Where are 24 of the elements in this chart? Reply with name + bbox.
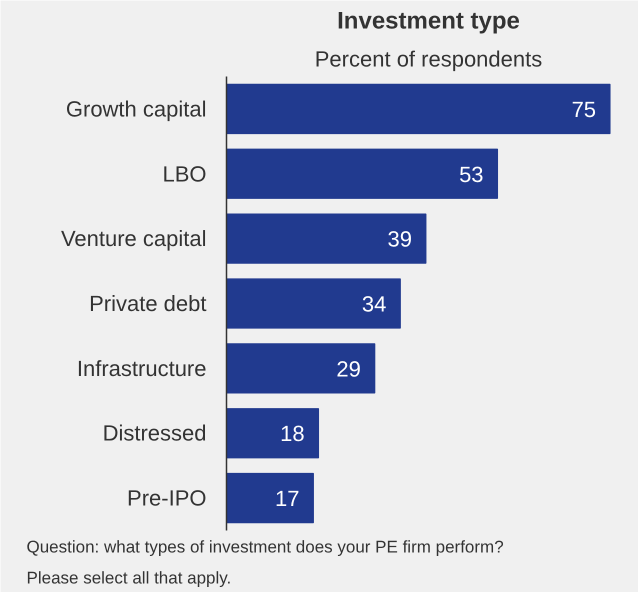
y-tick-label: Distressed [102, 420, 206, 446]
bar [226, 343, 376, 394]
y-tick-label: Pre-IPO [127, 486, 207, 511]
bar [226, 278, 401, 329]
y-tick-label: Private debt [89, 291, 207, 316]
chart-title: Investment type [337, 8, 520, 34]
data-label: 17 [274, 486, 300, 512]
y-tick-label: Infrastructure [76, 356, 207, 381]
bar [226, 84, 611, 134]
y-tick-label: Growth capital [66, 96, 207, 122]
data-label: 39 [387, 226, 412, 252]
y-tick-label: Venture capital [60, 226, 206, 252]
data-label: 75 [572, 96, 596, 122]
bar [226, 408, 320, 458]
data-label: 34 [362, 292, 386, 316]
chart-subtitle: Percent of respondents [314, 46, 542, 72]
data-label: 29 [336, 356, 361, 382]
y-tick-label: LBO [162, 161, 207, 186]
data-label: 18 [280, 421, 305, 446]
data-label: 53 [459, 162, 484, 187]
bar [226, 472, 314, 524]
bar [226, 148, 498, 199]
bar [226, 213, 426, 264]
text: Question: what types of investment does your PE firm perform? Please select all that apply. [26, 538, 504, 588]
